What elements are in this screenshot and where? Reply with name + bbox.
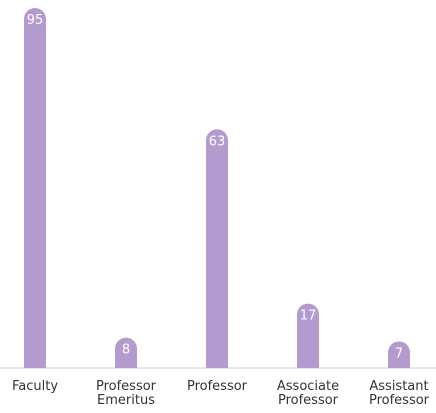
bar: [297, 303, 319, 368]
x-tick-label: Faculty: [12, 379, 58, 394]
bar: [24, 8, 46, 368]
x-tick-label-line: Faculty: [12, 379, 58, 394]
value-label: 95: [27, 13, 44, 28]
value-label: 63: [209, 134, 226, 149]
x-tick-label: Assistant Professor: [369, 379, 430, 408]
x-tick-label: Associate Professor: [277, 379, 339, 408]
x-tick-label-line: Associate: [277, 379, 339, 394]
value-label: 8: [122, 343, 130, 358]
x-tick-label-line: Emeritus: [97, 393, 155, 408]
x-tick-label-line: Professor: [369, 393, 430, 408]
x-tick-label-line: Assistant: [369, 379, 428, 394]
x-tick-label: Professor Emeritus: [96, 379, 157, 408]
value-label: 17: [300, 309, 317, 324]
bar: [115, 337, 137, 368]
x-tick-label-line: Professor: [278, 393, 339, 408]
x-tick-label-line: Professor: [187, 379, 248, 394]
x-tick-label-line: Professor: [96, 379, 157, 394]
bar: [206, 129, 228, 368]
value-label: 7: [395, 346, 403, 361]
x-tick-label: Professor: [187, 379, 248, 394]
bar: [388, 341, 410, 368]
